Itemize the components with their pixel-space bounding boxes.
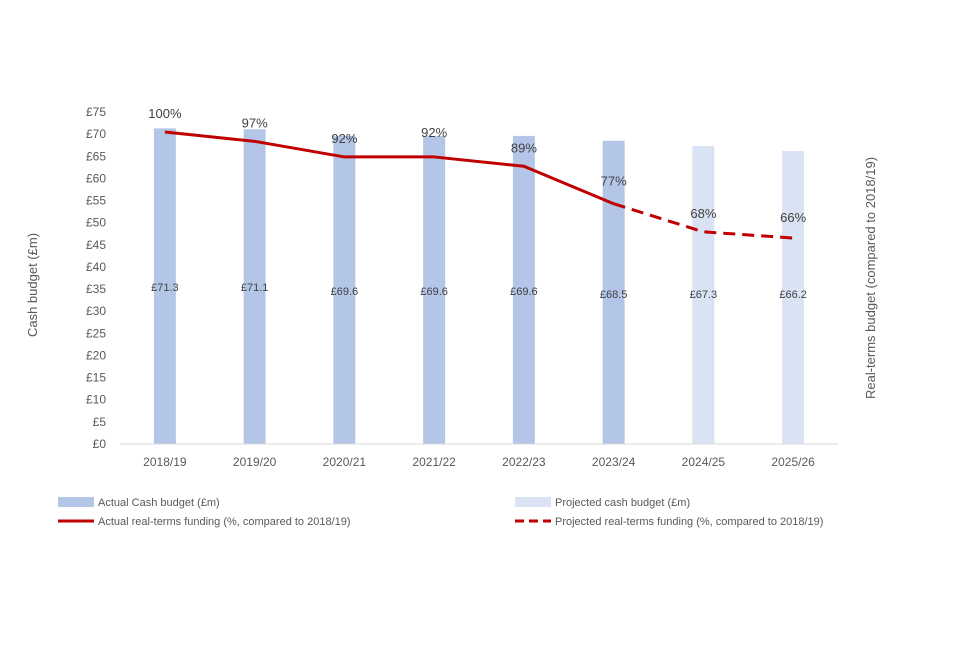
line-data-label: 92%	[421, 125, 447, 140]
bar-data-label: £67.3	[690, 289, 718, 301]
bar-2025-26	[782, 150, 805, 445]
actual-funding-line	[164, 130, 615, 206]
plot-area: £0 £5 £10 £15 £20 £25 £30 £35 £40 £45 £50 £55 £60 £65…	[86, 105, 838, 469]
bar-2024-25	[692, 146, 715, 444]
line-data-label: 68%	[690, 206, 716, 221]
y-tick-label: £50	[86, 216, 106, 230]
line-data-label: 97%	[242, 115, 268, 130]
y-tick-label: £35	[86, 282, 106, 296]
legend-label: Projected cash budget (£m)	[555, 497, 690, 509]
y-tick-label: £65	[86, 149, 106, 163]
projected-funding-line	[613, 202, 794, 240]
bar-data-label: £69.6	[420, 286, 448, 298]
y-tick-label: £25	[86, 326, 106, 340]
line-data-label: 77%	[601, 174, 627, 189]
y-tick-label: £55	[86, 194, 106, 208]
x-tick-label: 2022/23	[502, 455, 546, 469]
bar-2022-23	[512, 135, 535, 445]
y-tick-label: £75	[86, 105, 106, 119]
bar-data-label: £71.1	[241, 282, 269, 294]
legend-swatch	[515, 497, 551, 507]
x-tick-label: 2019/20	[233, 455, 277, 469]
y-tick-label: £40	[86, 260, 106, 274]
legend-label: Actual real-terms funding (%, compared t…	[98, 516, 351, 528]
line-data-label: 66%	[780, 210, 806, 225]
line-data-label: 100%	[148, 106, 182, 121]
x-tick-label: 2024/25	[682, 455, 726, 469]
legend: Actual Cash budget (£m) Projected cash bu…	[58, 497, 823, 528]
legend-label: Projected real-terms funding (%, compare…	[555, 516, 823, 528]
bar-data-label: £71.3	[151, 282, 179, 294]
bar-data-label: £69.6	[510, 286, 538, 298]
bar-data-label: £66.2	[779, 289, 807, 301]
x-tick-label: 2018/19	[143, 455, 187, 469]
y-tick-label: £70	[86, 127, 106, 141]
y-axis-title: Cash budget (£m)	[25, 233, 40, 337]
y-tick-label: £20	[86, 348, 106, 362]
legend-label: Actual Cash budget (£m)	[98, 497, 220, 509]
line-data-label: 89%	[511, 140, 537, 155]
x-tick-label: 2023/24	[592, 455, 636, 469]
y-tick-label: £45	[86, 238, 106, 252]
y-tick-label: £5	[93, 415, 107, 429]
bar-2020-21	[333, 135, 356, 445]
y-tick-label: £30	[86, 304, 106, 318]
x-tick-label: 2020/21	[323, 455, 367, 469]
bar-2019-20	[243, 129, 266, 444]
legend-swatch	[58, 497, 94, 507]
bar-2018-19	[153, 128, 176, 444]
y-tick-label: £10	[86, 393, 106, 407]
bar-data-label: £68.5	[600, 289, 628, 301]
x-tick-label: 2021/22	[412, 455, 456, 469]
line-data-label: 92%	[331, 131, 357, 146]
bar-2023-24	[602, 140, 625, 445]
bar-2021-22	[423, 135, 446, 445]
y-tick-label: £60	[86, 171, 106, 185]
y-tick-label: £15	[86, 371, 106, 385]
y-tick-label: £0	[93, 437, 107, 451]
y2-axis-title: Real-terms budget (compared to 2018/19)	[863, 157, 878, 399]
bar-data-label: £69.6	[331, 286, 359, 298]
x-tick-label: 2025/26	[771, 455, 815, 469]
